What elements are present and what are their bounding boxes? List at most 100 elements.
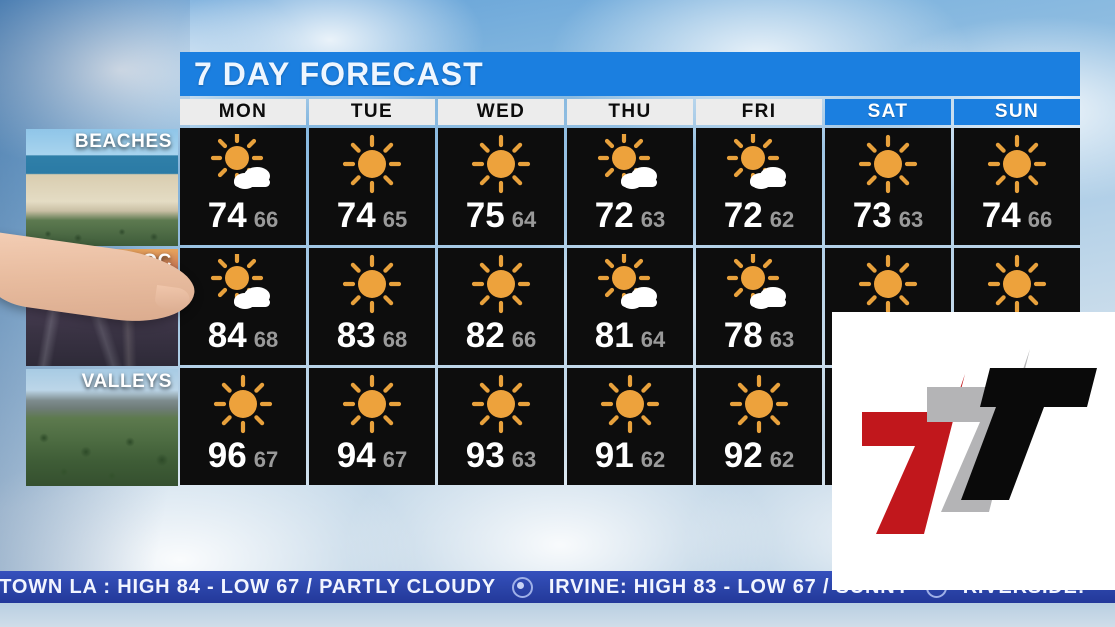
ticker-item: IRVINE: HIGH 83 - LOW 67 / SUNNY — [548, 575, 910, 598]
forecast-cell[interactable]: 74 66 — [954, 128, 1080, 245]
low-temperature: 64 — [640, 327, 666, 352]
day-header-fri[interactable]: FRI — [696, 99, 822, 125]
sunny-icon — [729, 374, 789, 434]
weather-icon-wrap — [954, 128, 1080, 202]
weather-icon-wrap — [696, 368, 822, 442]
low-temperature: 63 — [511, 447, 537, 472]
high-temperature: 78 — [723, 316, 763, 355]
forecast-cell[interactable]: 73 63 — [825, 128, 951, 245]
forecast-cell[interactable]: 72 62 — [696, 128, 822, 245]
sunny-icon — [471, 254, 531, 314]
bullet-circle-icon — [511, 576, 533, 598]
temperature-pair: 74 65 — [309, 198, 435, 233]
forecast-cell[interactable]: 92 62 — [696, 368, 822, 485]
weather-icon-wrap — [438, 368, 564, 442]
day-header-wed[interactable]: WED — [438, 99, 564, 125]
temperature-pair: 73 63 — [825, 198, 951, 233]
weather-icon-wrap — [309, 368, 435, 442]
region-label-valleys: VALLEYS — [81, 371, 172, 392]
high-temperature: 74 — [981, 196, 1021, 235]
forecast-header-bar: 7 DAY FORECAST — [180, 52, 1080, 96]
sunny-icon — [213, 374, 273, 434]
low-temperature: 65 — [382, 207, 408, 232]
low-temperature: 66 — [1027, 207, 1053, 232]
forecast-cell[interactable]: 74 66 — [180, 128, 306, 245]
partly-sunny-icon — [597, 134, 657, 189]
ttt-logo-icon — [862, 349, 1097, 534]
sunny-icon — [858, 254, 918, 314]
forecast-cell[interactable]: 83 68 — [309, 248, 435, 365]
weather-icon-wrap — [567, 128, 693, 202]
weather-icon-wrap — [954, 248, 1080, 322]
region-label-beaches: BEACHES — [74, 131, 172, 152]
weather-icon-wrap — [438, 248, 564, 322]
forecast-cell[interactable]: 74 65 — [309, 128, 435, 245]
weather-icon-wrap — [309, 248, 435, 322]
high-temperature: 94 — [336, 436, 376, 475]
weather-icon-wrap — [438, 128, 564, 202]
forecast-cell[interactable]: 81 64 — [567, 248, 693, 365]
weather-icon-wrap — [180, 248, 306, 322]
temperature-pair: 74 66 — [954, 198, 1080, 233]
low-temperature: 68 — [382, 327, 408, 352]
forecast-cell[interactable]: 84 68 — [180, 248, 306, 365]
high-temperature: 83 — [336, 316, 376, 355]
forecast-row-la-oc: 84 68 83 68 82 66 81 64 78 63 — [180, 248, 1080, 365]
temperature-pair: 75 64 — [438, 198, 564, 233]
region-tile-valleys: VALLEYS — [26, 369, 178, 486]
ticker-line: NTOWN LA : HIGH 84 - LOW 67 / PARTLY CLO… — [0, 576, 1085, 599]
low-temperature: 67 — [382, 447, 408, 472]
forecast-cell[interactable]: 91 62 — [567, 368, 693, 485]
high-temperature: 72 — [594, 196, 634, 235]
region-tile-beaches: BEACHES — [26, 129, 178, 246]
temperature-pair: 72 63 — [567, 198, 693, 233]
low-temperature: 66 — [253, 207, 279, 232]
high-temperature: 74 — [336, 196, 376, 235]
day-header-mon[interactable]: MON — [180, 99, 306, 125]
day-header-sun[interactable]: SUN — [954, 99, 1080, 125]
ttt-station-logo — [832, 312, 1115, 590]
low-temperature: 62 — [640, 447, 666, 472]
ticker-bottom-strip — [0, 603, 1115, 627]
partly-sunny-icon — [210, 254, 270, 309]
forecast-cell[interactable]: 82 66 — [438, 248, 564, 365]
forecast-cell[interactable]: 96 67 — [180, 368, 306, 485]
sunny-icon — [471, 374, 531, 434]
forecast-cell[interactable]: 94 67 — [309, 368, 435, 485]
high-temperature: 91 — [594, 436, 634, 475]
forecast-cell[interactable]: 72 63 — [567, 128, 693, 245]
valley-photo — [26, 369, 178, 486]
temperature-pair: 91 62 — [567, 438, 693, 473]
temperature-pair: 94 67 — [309, 438, 435, 473]
low-temperature: 63 — [769, 327, 795, 352]
temperature-pair: 83 68 — [309, 318, 435, 353]
forecast-cell[interactable]: 93 63 — [438, 368, 564, 485]
day-header-sat[interactable]: SAT — [825, 99, 951, 125]
day-header-thu[interactable]: THU — [567, 99, 693, 125]
day-header-tue[interactable]: TUE — [309, 99, 435, 125]
low-temperature: 67 — [253, 447, 279, 472]
weather-icon-wrap — [825, 128, 951, 202]
sunny-icon — [342, 134, 402, 194]
partly-sunny-icon — [726, 134, 786, 189]
temperature-pair: 72 62 — [696, 198, 822, 233]
low-temperature: 66 — [511, 327, 537, 352]
high-temperature: 96 — [207, 436, 247, 475]
sunny-icon — [600, 374, 660, 434]
partly-sunny-icon — [210, 134, 270, 189]
forecast-cell[interactable]: 75 64 — [438, 128, 564, 245]
temperature-pair: 84 68 — [180, 318, 306, 353]
weather-icon-wrap — [696, 128, 822, 202]
high-temperature: 93 — [465, 436, 505, 475]
sunny-icon — [987, 254, 1047, 314]
sunny-icon — [858, 134, 918, 194]
forecast-cell[interactable]: 78 63 — [696, 248, 822, 365]
temperature-pair: 92 62 — [696, 438, 822, 473]
weather-icon-wrap — [825, 248, 951, 322]
weather-icon-wrap — [309, 128, 435, 202]
low-temperature: 64 — [511, 207, 537, 232]
page-title: 7 DAY FORECAST — [194, 55, 484, 92]
sunny-icon — [342, 374, 402, 434]
temperature-pair: 93 63 — [438, 438, 564, 473]
